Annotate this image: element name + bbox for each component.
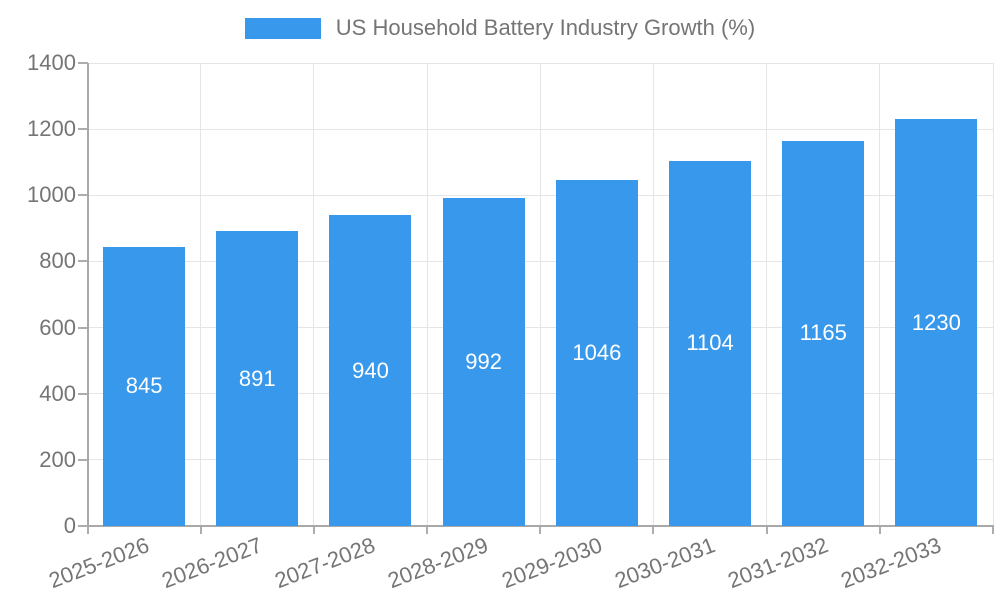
x-gridline	[992, 63, 994, 526]
y-axis-tick-label: 1200	[27, 116, 76, 142]
y-axis-tick	[77, 326, 88, 329]
bar[interactable]	[782, 140, 865, 526]
x-gridline	[200, 63, 202, 526]
x-gridline	[652, 63, 654, 526]
x-axis-tick	[426, 526, 429, 534]
x-axis-tick-label: 2028-2029	[384, 532, 492, 594]
bar[interactable]	[895, 119, 978, 526]
x-axis-tick	[86, 526, 89, 534]
bar[interactable]	[329, 215, 412, 526]
y-axis-tick-label: 1400	[27, 50, 76, 75]
x-axis-tick-label: 2029-2030	[497, 532, 606, 594]
bar-value-label: 1104	[686, 330, 734, 356]
y-axis-tick-label: 1000	[27, 182, 76, 208]
x-axis-line	[86, 525, 994, 527]
x-gridline	[313, 63, 315, 526]
x-axis-tick-label: 2027-2028	[271, 532, 379, 594]
x-axis-tick-label: 2032-2033	[837, 532, 945, 594]
y-axis-line	[86, 63, 89, 527]
chart-legend[interactable]: US Household Battery Industry Growth (%)	[0, 17, 1000, 39]
x-axis-tick-label: 2026-2027	[158, 532, 266, 594]
y-axis-tick-label: 800	[39, 248, 76, 274]
y-axis-tick	[77, 525, 88, 527]
bar[interactable]	[442, 197, 525, 526]
bar[interactable]	[216, 231, 299, 526]
y-axis-tick-label: 400	[39, 380, 76, 406]
bar-value-label: 891	[238, 365, 276, 391]
x-axis-tick-label: 2031-2032	[724, 532, 832, 594]
x-axis-tick	[992, 526, 994, 534]
x-axis-tick	[312, 526, 315, 534]
bar-value-label: 1230	[911, 309, 961, 335]
y-axis-tick	[77, 62, 88, 64]
x-axis-tick	[878, 526, 881, 534]
y-axis-tick-label: 200	[39, 446, 76, 472]
bar[interactable]	[103, 246, 186, 526]
y-axis-tick	[77, 392, 88, 395]
y-axis-tick	[77, 260, 88, 263]
bar[interactable]	[555, 180, 638, 526]
x-axis-tick-label: 2030-2031	[611, 532, 719, 594]
bar-value-label: 1046	[572, 340, 622, 366]
x-gridline	[539, 63, 541, 526]
bar-value-label: 992	[465, 348, 503, 374]
legend-swatch	[244, 17, 321, 39]
x-gridline	[879, 63, 881, 526]
y-axis-tick-label: 600	[39, 314, 76, 340]
x-gridline	[766, 63, 768, 526]
x-axis-tick	[199, 526, 202, 534]
y-axis-tick	[77, 458, 88, 461]
bar-value-label: 845	[125, 373, 163, 399]
bar[interactable]	[669, 160, 752, 526]
y-axis-tick	[77, 128, 88, 131]
y-axis-tick	[77, 194, 88, 197]
x-axis-tick	[652, 526, 655, 534]
x-axis-tick-label: 2025-2026	[45, 532, 153, 594]
bar-value-label: 1165	[799, 320, 847, 346]
legend-label: US Household Battery Industry Growth (%)	[335, 15, 756, 40]
x-axis-tick	[765, 526, 768, 534]
y-axis-tick-label: 0	[63, 513, 76, 538]
x-axis-tick	[539, 526, 542, 534]
x-gridline	[426, 63, 428, 526]
bar-value-label: 940	[352, 357, 389, 383]
